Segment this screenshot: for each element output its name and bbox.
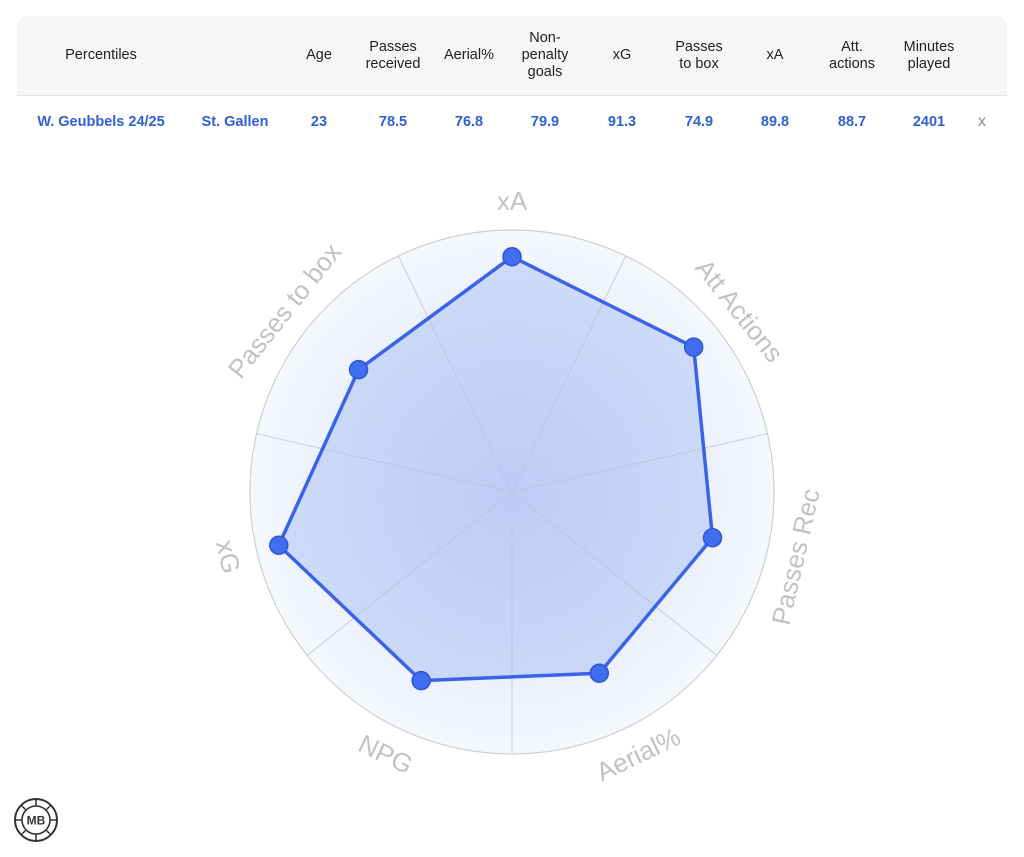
cell-att-actions: 88.7: [837, 114, 867, 130]
cell-passes-to-box: 74.9: [684, 114, 714, 130]
data-point-xg[interactable]: [269, 535, 289, 555]
axis-label-xa: xA: [497, 186, 528, 216]
header-non-penalty-goals: Non- penalty goals: [521, 30, 569, 80]
cell-passes-received: 78.5: [378, 114, 408, 130]
cell-npg: 79.9: [530, 114, 560, 130]
cell-xa: 89.8: [760, 114, 790, 130]
cell-minutes-played: 2401: [912, 114, 946, 130]
radar-area: [277, 254, 715, 683]
axis-label-xg: xG: [210, 537, 247, 576]
header-minutes-played: Minutes played: [903, 38, 955, 72]
data-point-aerial-[interactable]: [589, 663, 610, 684]
data-point-xa[interactable]: [502, 246, 522, 267]
header-att-actions: Att. actions: [829, 38, 875, 72]
header-xg: xG: [612, 47, 632, 63]
header-passes-received: Passes received: [365, 38, 421, 72]
axis-label-passes-rec: Passes Rec: [766, 486, 826, 628]
logo-text: MB: [27, 814, 46, 828]
header-percentiles: Percentiles: [65, 47, 137, 63]
cell-age: 23: [310, 114, 328, 130]
remove-player-button[interactable]: x: [978, 113, 986, 130]
player-name[interactable]: W. Geubbels 24/25: [37, 114, 165, 130]
header-age: Age: [306, 47, 332, 63]
cell-xg: 91.3: [607, 114, 637, 130]
cell-aerial: 76.8: [454, 114, 484, 130]
header-xa: xA: [766, 47, 784, 63]
data-point-npg[interactable]: [411, 670, 431, 691]
header-aerial: Aerial%: [444, 47, 494, 63]
header-passes-to-box: Passes to box: [675, 38, 723, 72]
data-point-att-actions[interactable]: [683, 337, 704, 357]
table-row: W. Geubbels 24/25 St. Gallen 23 78.5 76.…: [17, 96, 1007, 148]
table-header-row: Percentiles Age Passes received Aerial% …: [17, 16, 1007, 96]
percentiles-table: Percentiles Age Passes received Aerial% …: [17, 16, 1007, 148]
data-point-passes-rec[interactable]: [702, 528, 723, 548]
data-point-passes-to-box[interactable]: [348, 359, 369, 380]
team-name[interactable]: St. Gallen: [201, 114, 269, 130]
mb-badge-icon: MB: [14, 798, 58, 842]
axis-label-npg: NPG: [354, 728, 418, 779]
